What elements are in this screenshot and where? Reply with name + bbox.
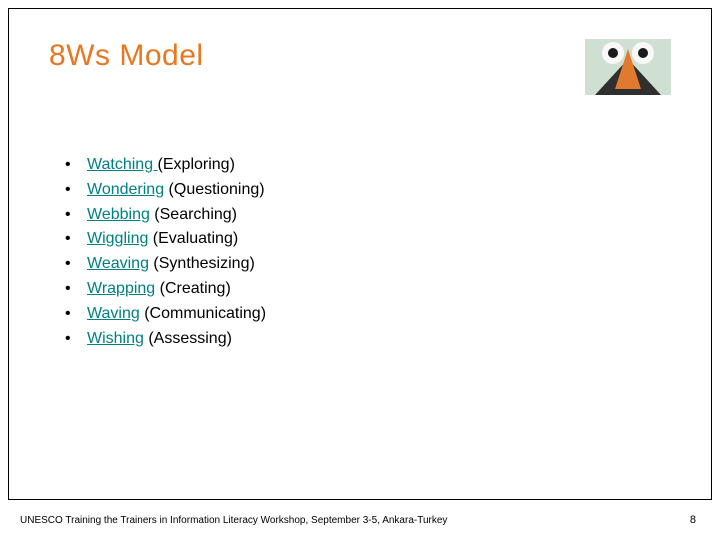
list-suffix: (Communicating) [140,305,266,322]
list-link[interactable]: Wrapping [87,280,155,297]
slide-title: 8Ws Model [49,39,204,73]
list-suffix: (Exploring) [158,156,235,173]
list-item: Wishing (Assessing) [59,327,671,352]
list-item: Webbing (Searching) [59,203,671,228]
list-item: Waving (Communicating) [59,302,671,327]
list-link[interactable]: Weaving [87,255,149,272]
header-row: 8Ws Model [49,39,671,95]
list-item: Watching (Exploring) [59,153,671,178]
list-suffix: (Questioning) [164,181,265,198]
list-link[interactable]: Waving [87,305,140,322]
list-item: Wiggling (Evaluating) [59,227,671,252]
list-link[interactable]: Watching [87,156,158,173]
list-suffix: (Synthesizing) [149,255,255,272]
slide-frame: 8Ws Model Watching (Exploring) Wondering… [8,8,712,500]
list-item: Wrapping (Creating) [59,277,671,302]
list-link[interactable]: Wiggling [87,230,148,247]
owl-logo [585,39,671,95]
list-link[interactable]: Webbing [87,206,150,223]
list-suffix: (Searching) [150,206,237,223]
list-suffix: (Assessing) [144,330,232,347]
list-item: Wondering (Questioning) [59,178,671,203]
footer-text: UNESCO Training the Trainers in Informat… [20,515,447,526]
list-suffix: (Evaluating) [148,230,238,247]
list-item: Weaving (Synthesizing) [59,252,671,277]
page-number: 8 [690,514,696,526]
list-link[interactable]: Wondering [87,181,164,198]
list-link[interactable]: Wishing [87,330,144,347]
list-suffix: (Creating) [155,280,231,297]
bullet-list: Watching (Exploring) Wondering (Question… [59,153,671,351]
